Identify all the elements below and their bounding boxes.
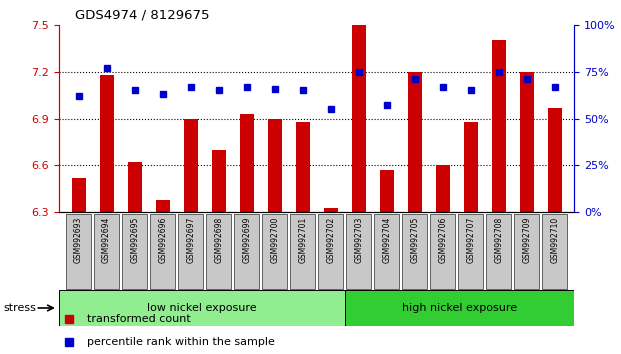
Text: GSM992709: GSM992709 <box>522 216 532 263</box>
Bar <box>268 119 282 212</box>
FancyBboxPatch shape <box>542 214 568 289</box>
FancyBboxPatch shape <box>486 214 512 289</box>
FancyBboxPatch shape <box>206 214 231 289</box>
Bar <box>184 119 197 212</box>
Bar <box>351 25 366 212</box>
FancyBboxPatch shape <box>150 214 175 289</box>
FancyBboxPatch shape <box>234 214 260 289</box>
Text: percentile rank within the sample: percentile rank within the sample <box>88 337 275 348</box>
FancyBboxPatch shape <box>402 214 427 289</box>
Bar <box>379 170 394 212</box>
Text: GSM992699: GSM992699 <box>242 216 251 263</box>
FancyBboxPatch shape <box>374 214 399 289</box>
Text: high nickel exposure: high nickel exposure <box>402 303 517 313</box>
Bar <box>436 166 450 212</box>
Text: GSM992707: GSM992707 <box>466 216 475 263</box>
Bar <box>324 208 338 212</box>
Bar <box>212 150 225 212</box>
FancyBboxPatch shape <box>430 214 455 289</box>
Bar <box>71 178 86 212</box>
Text: GSM992697: GSM992697 <box>186 216 195 263</box>
Text: GSM992701: GSM992701 <box>298 216 307 263</box>
Bar <box>548 108 562 212</box>
Text: GSM992706: GSM992706 <box>438 216 447 263</box>
Text: GSM992695: GSM992695 <box>130 216 139 263</box>
Bar <box>156 200 170 212</box>
Bar <box>408 72 422 212</box>
FancyBboxPatch shape <box>66 214 91 289</box>
Bar <box>99 75 114 212</box>
Bar <box>464 122 478 212</box>
FancyBboxPatch shape <box>345 290 574 326</box>
FancyBboxPatch shape <box>122 214 147 289</box>
FancyBboxPatch shape <box>178 214 203 289</box>
FancyBboxPatch shape <box>458 214 483 289</box>
FancyBboxPatch shape <box>318 214 343 289</box>
Text: GSM992696: GSM992696 <box>158 216 167 263</box>
Text: stress: stress <box>3 303 36 313</box>
Text: GSM992710: GSM992710 <box>550 216 560 263</box>
Text: GSM992700: GSM992700 <box>270 216 279 263</box>
Bar <box>520 72 534 212</box>
Text: GSM992698: GSM992698 <box>214 216 223 263</box>
Text: GSM992708: GSM992708 <box>494 216 503 263</box>
Bar <box>128 162 142 212</box>
FancyBboxPatch shape <box>262 214 288 289</box>
Text: GSM992703: GSM992703 <box>354 216 363 263</box>
FancyBboxPatch shape <box>290 214 315 289</box>
Bar <box>240 114 254 212</box>
FancyBboxPatch shape <box>59 290 345 326</box>
Bar <box>492 40 505 212</box>
Text: transformed count: transformed count <box>88 314 191 325</box>
Text: GDS4974 / 8129675: GDS4974 / 8129675 <box>75 9 209 22</box>
Text: low nickel exposure: low nickel exposure <box>147 303 257 313</box>
FancyBboxPatch shape <box>514 214 540 289</box>
FancyBboxPatch shape <box>94 214 119 289</box>
Text: GSM992704: GSM992704 <box>383 216 391 263</box>
FancyBboxPatch shape <box>346 214 371 289</box>
Text: GSM992705: GSM992705 <box>410 216 419 263</box>
Text: GSM992702: GSM992702 <box>326 216 335 263</box>
Text: GSM992693: GSM992693 <box>74 216 83 263</box>
Bar <box>296 122 310 212</box>
Text: GSM992694: GSM992694 <box>102 216 111 263</box>
